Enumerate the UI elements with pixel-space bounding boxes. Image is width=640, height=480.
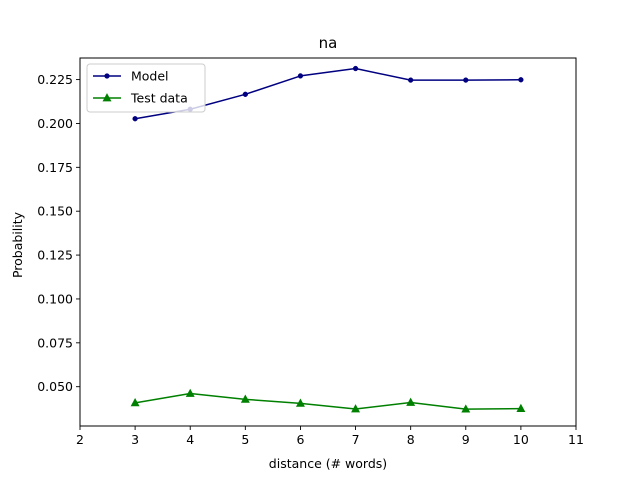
y-tick-label: 0.125 — [37, 248, 73, 263]
x-tick-label: 5 — [241, 432, 249, 447]
data-point-test-data — [295, 398, 305, 407]
data-point-model — [408, 77, 414, 83]
y-tick-label: 0.150 — [37, 204, 73, 219]
x-tick-label: 10 — [513, 432, 529, 447]
x-tick-label: 2 — [76, 432, 84, 447]
x-tick-label: 8 — [407, 432, 415, 447]
data-point-model — [518, 77, 524, 83]
legend-label-test-data: Test data — [130, 91, 188, 106]
data-point-test-data — [185, 388, 195, 397]
x-tick-label: 6 — [296, 432, 304, 447]
legend-marker-model — [104, 73, 110, 79]
plot-frame — [79, 57, 577, 427]
data-point-test-data — [516, 403, 526, 413]
data-point-model — [297, 73, 304, 79]
x-tick-label: 3 — [131, 432, 139, 447]
y-tick-label: 0.050 — [37, 379, 73, 394]
y-axis-label: Probability — [10, 211, 25, 278]
x-tick-label: 9 — [462, 432, 470, 447]
data-point-test-data — [406, 397, 416, 406]
plot-background — [80, 58, 576, 426]
legend-label-model: Model — [131, 69, 169, 84]
x-axis-label: distance (# words) — [269, 456, 387, 471]
legend-marker-test-data — [102, 93, 112, 102]
x-tick-label: 11 — [568, 432, 584, 447]
series-line-test-data — [134, 392, 521, 410]
data-point-model — [463, 77, 469, 83]
plot-area — [80, 58, 576, 426]
y-tick-label: 0.100 — [37, 291, 73, 306]
y-tick-label: 0.175 — [37, 160, 73, 175]
data-point-model — [352, 65, 359, 72]
data-point-test-data — [461, 404, 471, 413]
y-tick-label: 0.225 — [37, 72, 73, 87]
chart-title: na — [319, 34, 338, 52]
x-tick-label: 4 — [186, 432, 194, 447]
x-tick-label: 7 — [352, 432, 360, 447]
legend: Model Test data — [86, 63, 206, 113]
axes-layer: 2 3 4 5 6 7 8 9 10 11 0.050 0.075 0.100 0.125 0.150 0.1… — [37, 57, 584, 447]
data-point-model — [242, 91, 248, 97]
y-tick-label: 0.200 — [37, 116, 73, 131]
series-test-data — [130, 388, 526, 413]
data-point-test-data — [130, 397, 140, 407]
legend-item-test-data: Test data — [93, 91, 188, 106]
data-point-test-data — [240, 394, 250, 403]
legend-item-model: Model — [93, 69, 169, 84]
data-point-model — [132, 116, 138, 122]
y-tick-label: 0.075 — [37, 335, 73, 350]
data-point-test-data — [351, 404, 361, 413]
